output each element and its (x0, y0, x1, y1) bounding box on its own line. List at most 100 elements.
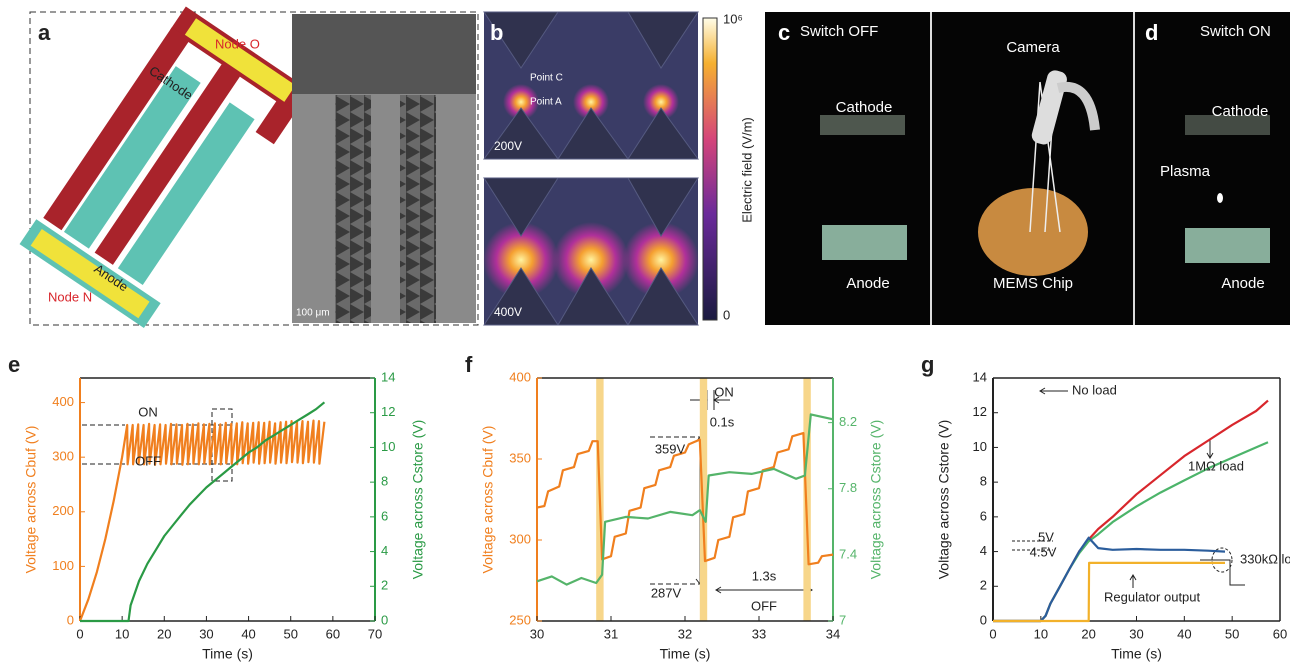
annotation: ON (714, 384, 734, 399)
annotation: 0.1s (710, 414, 735, 429)
voltage-label: 400V (494, 305, 522, 319)
x-tick-label: 60 (1273, 626, 1287, 641)
panel-label: a (38, 20, 51, 45)
annotation: 359V (655, 441, 686, 456)
y2-tick-label: 2 (381, 578, 388, 593)
y2-tick-label: 4 (381, 543, 388, 558)
guide-lines (1012, 540, 1053, 551)
colorbar-tick: 0 (723, 307, 730, 322)
photo-label: Anode (1221, 275, 1264, 292)
device-diagram (19, 6, 311, 329)
x-axis-title: Time (s) (1111, 646, 1162, 662)
x-tick-label: 50 (283, 626, 297, 641)
x-tick-label: 10 (115, 626, 129, 641)
x-tick-label: 60 (326, 626, 340, 641)
chip-photo (978, 188, 1088, 276)
x-tick-label: 30 (530, 626, 544, 641)
guide-lines (1211, 547, 1233, 573)
sem-image (292, 14, 476, 94)
x-axis-title: Time (s) (202, 646, 253, 662)
x-tick-label: 50 (1225, 626, 1239, 641)
annotation: 4.5V (1030, 544, 1057, 559)
y-tick-label: 300 (509, 531, 531, 546)
y-tick-label: 12 (973, 404, 987, 419)
x-tick-label: 40 (241, 626, 255, 641)
y2-axis-title: Voltage across Cstore (V) (410, 420, 426, 580)
y-axis-title: Voltage across Cstore (V) (936, 420, 952, 580)
series-line (80, 401, 326, 623)
series-line (536, 413, 834, 586)
y2-tick-label: 0 (381, 612, 388, 627)
y-tick-label: 300 (52, 449, 74, 464)
photo-label: Camera (1006, 39, 1060, 56)
x-tick-label: 31 (604, 626, 618, 641)
x-tick-label: 10 (1034, 626, 1048, 641)
photo-label: Cathode (836, 99, 893, 116)
y-tick-label: 200 (52, 503, 74, 518)
plasma-spark (1217, 193, 1223, 203)
x-tick-label: 30 (1129, 626, 1143, 641)
y-tick-label: 4 (980, 543, 987, 558)
y2-tick-label: 14 (381, 369, 395, 384)
series-label: 330kΩ load (1240, 551, 1290, 566)
y-tick-label: 2 (980, 578, 987, 593)
y-tick-label: 6 (980, 508, 987, 523)
series-label: 1MΩ load (1188, 458, 1244, 473)
y-tick-label: 0 (67, 612, 74, 627)
x-tick-label: 30 (199, 626, 213, 641)
y2-tick-label: 7.4 (839, 546, 857, 561)
y2-tick-label: 7 (839, 612, 846, 627)
cathode-glow (1185, 115, 1270, 135)
x-tick-label: 70 (368, 626, 382, 641)
field-hotspots (483, 84, 699, 298)
series-label: No load (1072, 382, 1117, 397)
x-tick-label: 20 (157, 626, 171, 641)
photo-label: Anode (846, 275, 889, 292)
y2-tick-label: 6 (381, 508, 388, 523)
annotation: OFF (751, 598, 777, 613)
y-tick-label: 10 (973, 439, 987, 454)
series-label: Regulator output (1104, 589, 1201, 604)
colorbar (702, 17, 718, 321)
annotation: 287V (651, 585, 682, 600)
panel-frame (29, 11, 479, 326)
y2-axis-title: Voltage across Cstore (V) (868, 420, 884, 580)
anode-glow (1185, 228, 1270, 263)
photo-label: Switch ON (1200, 23, 1271, 40)
y-tick-label: 350 (509, 450, 531, 465)
node-label: Node N (48, 289, 92, 304)
panel-label: d (1145, 20, 1158, 45)
electrode-shapes (483, 11, 699, 326)
sem-image (335, 95, 371, 323)
annotation: 5V (1038, 529, 1054, 544)
anode-glow (822, 225, 907, 260)
point-label: Point A (530, 97, 562, 108)
photo-label: MEMS Chip (993, 275, 1073, 292)
series-line (993, 536, 1226, 623)
voltage-label: 200V (494, 139, 522, 153)
x-tick-label: 0 (76, 626, 83, 641)
x-axis-title: Time (s) (660, 646, 711, 662)
sem-image (400, 95, 436, 323)
cathode-glow (820, 115, 905, 135)
panel-label: b (490, 20, 503, 45)
panel-label: g (921, 352, 934, 377)
photo-label: Cathode (1212, 103, 1269, 120)
y2-tick-label: 8.2 (839, 414, 857, 429)
y-tick-label: 0 (980, 612, 987, 627)
y-axis-title: Voltage across Cbuf (V) (23, 426, 39, 574)
y-tick-label: 400 (509, 369, 531, 384)
series-line (536, 432, 834, 566)
x-tick-label: 34 (826, 626, 840, 641)
y-tick-label: 100 (52, 558, 74, 573)
x-tick-label: 40 (1177, 626, 1191, 641)
panel-label: e (8, 352, 20, 377)
x-tick-label: 32 (678, 626, 692, 641)
x-tick-label: 20 (1081, 626, 1095, 641)
colorbar-label: Electric field (V/m) (739, 117, 754, 222)
y-tick-label: 14 (973, 369, 987, 384)
y-axis-title: Voltage across Cbuf (V) (480, 426, 496, 574)
camera-icon (1056, 81, 1100, 131)
camera-icon (1031, 70, 1067, 145)
